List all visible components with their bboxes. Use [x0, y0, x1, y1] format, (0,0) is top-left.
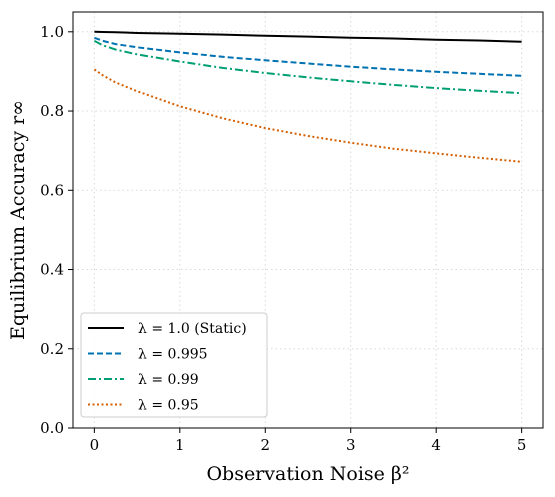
legend: λ = 1.0 (Static) λ = 0.995 λ = 0.99 λ = 0.9…	[80, 312, 268, 418]
x-tick-label: 1	[175, 436, 185, 454]
plot-frame	[72, 11, 544, 429]
y-tick-label: 1.0	[40, 23, 64, 41]
y-axis-label: Equilibrium Accuracy r∞	[7, 100, 29, 340]
x-tick-label: 4	[431, 436, 441, 454]
legend-label-1: λ = 1.0 (Static)	[138, 321, 247, 337]
legend-label-2: λ = 0.995	[138, 347, 208, 363]
series-line-3	[93, 40, 522, 95]
legend-label-4: λ = 0.95	[138, 398, 199, 414]
series-layer	[93, 30, 522, 163]
x-tick-label: 5	[517, 436, 527, 454]
legend-box	[80, 312, 268, 418]
series-line-4	[93, 68, 522, 163]
series-line-2	[94, 36, 522, 77]
x-tick-label: 3	[346, 436, 356, 454]
x-tick-label: 0	[90, 436, 100, 454]
y-tick-label: 0.0	[40, 419, 64, 437]
x-tick-label: 2	[260, 436, 270, 454]
x-axis-label: Observation Noise β²	[206, 463, 409, 485]
y-tick-label: 0.6	[40, 181, 64, 199]
y-tick-label: 0.4	[40, 261, 64, 279]
y-tick-label: 0.2	[40, 340, 64, 358]
axis-ticks: 0 1 2 3 4 5 0.0 0.2 0.4 0.6 0.8 1.0	[40, 23, 526, 454]
y-tick-label: 0.8	[40, 102, 64, 120]
series-line-1	[94, 30, 522, 43]
legend-label-3: λ = 0.99	[138, 372, 199, 388]
